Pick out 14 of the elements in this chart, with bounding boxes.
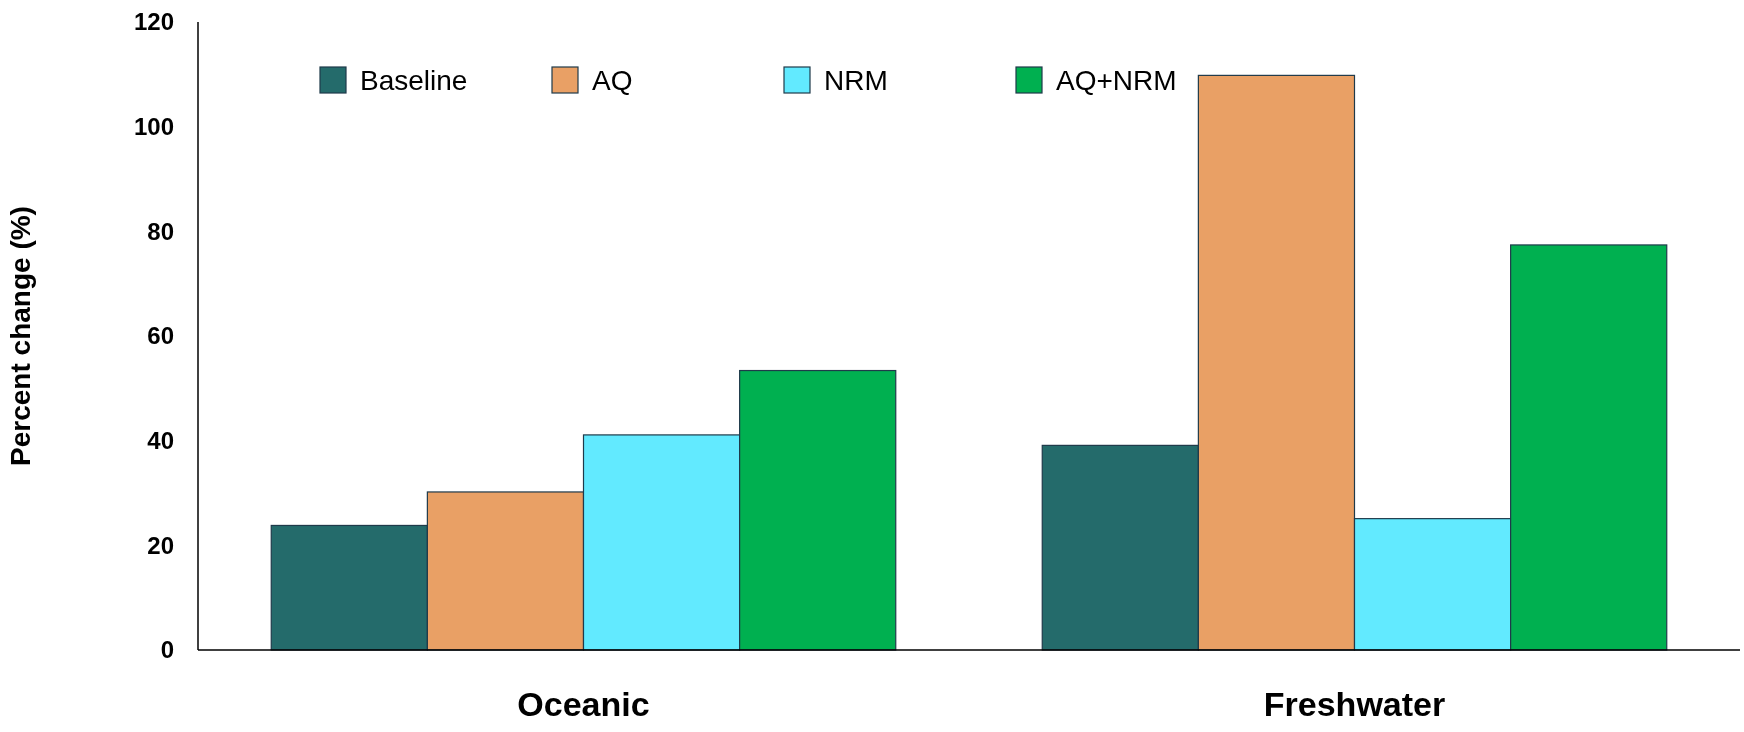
y-axis-title: Percent change (%)	[5, 206, 36, 466]
legend-label: AQ	[592, 64, 633, 96]
y-tick-label: 0	[160, 636, 174, 664]
legend-label: AQ+NRM	[1056, 64, 1177, 96]
y-tick-label: 120	[133, 8, 174, 36]
y-tick-label: 20	[147, 531, 174, 559]
y-tick-label: 100	[133, 113, 174, 141]
legend-label: Baseline	[360, 64, 468, 96]
x-tick-label: Oceanic	[517, 685, 650, 723]
y-tick-label: 40	[147, 427, 174, 455]
legend-label: NRM	[824, 64, 888, 96]
y-tick-label: 80	[147, 217, 174, 245]
x-tick-label: Freshwater	[1263, 685, 1446, 723]
y-tick-label: 60	[147, 322, 174, 350]
